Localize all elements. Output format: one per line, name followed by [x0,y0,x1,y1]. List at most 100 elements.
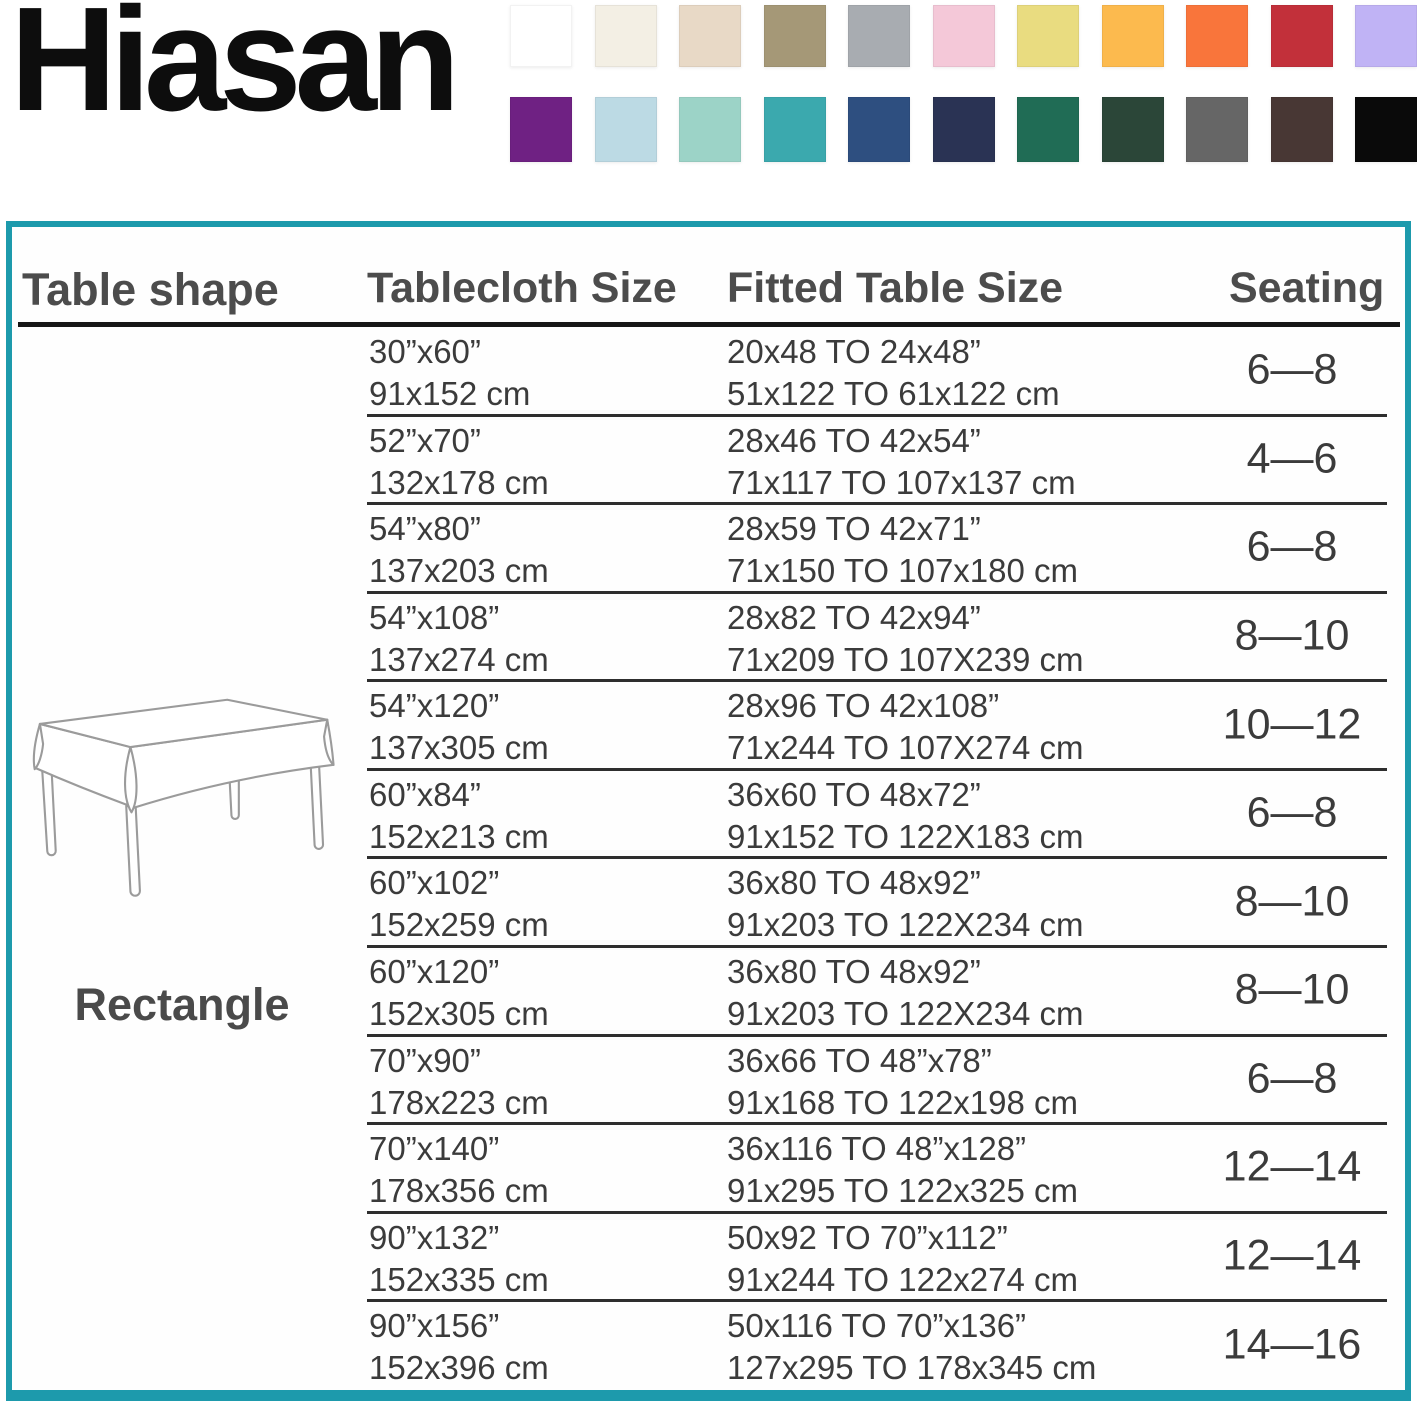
seating-capacity: 6—8 [1246,522,1338,571]
tablecloth-size-inches: 54”x108” [369,598,500,636]
seating-capacity: 8—10 [1234,611,1350,660]
tablecloth-size-cell: 30”x60” 91x152 cm [369,331,719,415]
fitted-table-size-cell: 28x96 TO 42x108” 71x244 TO 107X274 cm [727,685,1167,769]
fitted-table-size-cell: 50x92 TO 70”x112” 91x244 TO 122x274 cm [727,1217,1167,1301]
tablecloth-size-cm: 137x203 cm [369,552,549,590]
fitted-size-inches: 36x60 TO 48x72” [727,775,981,813]
fitted-size-cm: 127x295 TO 178x345 cm [727,1349,1097,1387]
table-row: 60”x120” 152x305 cm 36x80 TO 48x92” 91x2… [12,947,1405,1037]
fitted-size-inches: 28x96 TO 42x108” [727,687,1000,725]
color-swatch-ivory [594,5,657,67]
color-swatch-orange [1186,5,1248,67]
color-swatch-brown [1270,97,1333,162]
fitted-size-inches: 36x80 TO 48x92” [727,864,981,902]
color-swatch-black [1355,97,1417,162]
fitted-size-cm: 91x152 TO 122X183 cm [727,817,1084,855]
column-header-fitted-table-size: Fitted Table Size [727,264,1064,312]
color-swatch-navy-blue [848,97,910,162]
tablecloth-size-cm: 132x178 cm [369,463,549,501]
fitted-table-size-cell: 36x66 TO 48”x78” 91x168 TO 122x198 cm [727,1040,1167,1124]
tablecloth-size-cell: 52”x70” 132x178 cm [369,420,719,504]
fitted-table-size-cell: 36x116 TO 48”x128” 91x295 TO 122x325 cm [727,1128,1167,1212]
fitted-size-inches: 28x59 TO 42x71” [727,510,981,548]
table-row: 60”x84” 152x213 cm 36x60 TO 48x72” 91x15… [12,770,1405,860]
tablecloth-size-cm: 137x274 cm [369,640,549,678]
fitted-table-size-cell: 36x60 TO 48x72” 91x152 TO 122X183 cm [727,774,1167,858]
fitted-size-inches: 20x48 TO 24x48” [727,333,981,370]
seating-capacity: 14—16 [1222,1320,1362,1369]
color-swatch-red [1270,5,1333,67]
fitted-size-cm: 71x150 TO 107x180 cm [727,552,1079,590]
color-swatch-pink [932,5,995,67]
color-swatch-white [510,5,572,67]
color-swatch-khaki [763,5,826,67]
column-header-seating: Seating [1229,264,1385,312]
tablecloth-size-cm: 152x396 cm [369,1349,549,1387]
seating-capacity: 10—12 [1222,700,1362,749]
tablecloth-size-cell: 60”x102” 152x259 cm [369,862,719,946]
seating-capacity: 12—14 [1222,1143,1362,1192]
table-row: 52”x70” 132x178 cm 28x46 TO 42x54” 71x11… [12,416,1405,505]
tablecloth-size-inches: 60”x102” [369,864,500,902]
fitted-table-size-cell: 28x82 TO 42x94” 71x209 TO 107X239 cm [727,597,1167,681]
color-swatch-dark-green [1101,97,1164,162]
swatch-row-bottom [510,97,1417,162]
fitted-size-cm: 91x295 TO 122x325 cm [727,1172,1079,1210]
column-header-table-shape: Table shape [22,264,279,315]
swatch-row-top [510,5,1417,67]
tablecloth-size-cell: 90”x156” 152x396 cm [369,1305,719,1389]
fitted-size-cm: 71x244 TO 107X274 cm [727,729,1084,767]
seating-capacity: 8—10 [1234,965,1350,1014]
fitted-table-size-cell: 50x116 TO 70”x136” 127x295 TO 178x345 cm [727,1305,1167,1389]
fitted-table-size-cell: 36x80 TO 48x92” 91x203 TO 122X234 cm [727,951,1167,1035]
tablecloth-size-cm: 178x356 cm [369,1172,549,1210]
color-swatch-yellow [1017,5,1079,67]
fitted-size-cm: 91x168 TO 122x198 cm [727,1083,1079,1121]
seating-capacity: 6—8 [1246,1054,1338,1103]
tablecloth-size-cell: 54”x80” 137x203 cm [369,508,719,592]
color-swatch-grid [510,0,1417,170]
seating-capacity: 8—10 [1234,877,1350,926]
tablecloth-size-cm: 152x213 cm [369,817,549,855]
seating-capacity: 6—8 [1246,345,1338,394]
tablecloth-size-cm: 152x259 cm [369,906,549,944]
header-divider [18,322,1400,327]
seating-capacity: 6—8 [1246,788,1338,837]
tablecloth-size-cell: 60”x120” 152x305 cm [369,951,719,1035]
size-rows: 30”x60” 91x152 cm 20x48 TO 24x48” 51x122… [12,327,1405,1390]
fitted-size-inches: 36x66 TO 48”x78” [727,1041,992,1079]
fitted-size-cm: 51x122 TO 61x122 cm [727,375,1060,412]
fitted-table-size-cell: 28x59 TO 42x71” 71x150 TO 107x180 cm [727,508,1167,592]
table-row: 60”x102” 152x259 cm 36x80 TO 48x92” 91x2… [12,858,1405,948]
color-swatch-dark-grey [1186,97,1248,162]
tablecloth-size-inches: 54”x80” [369,510,481,548]
fitted-table-size-cell: 36x80 TO 48x92” 91x203 TO 122X234 cm [727,862,1167,946]
fitted-size-inches: 50x116 TO 70”x136” [727,1307,1027,1345]
fitted-size-cm: 91x203 TO 122X234 cm [727,995,1084,1033]
tablecloth-size-cell: 54”x120” 137x305 cm [369,685,719,769]
color-swatch-green [1017,97,1079,162]
color-swatch-teal [763,97,826,162]
table-shape-label: Rectangle [74,979,290,1030]
table-row: 90”x132” 152x335 cm 50x92 TO 70”x112” 91… [12,1213,1405,1302]
tablecloth-size-inches: 30”x60” [369,333,481,370]
tablecloth-size-cm: 152x335 cm [369,1260,549,1298]
table-row: 54”x80” 137x203 cm 28x59 TO 42x71” 71x15… [12,504,1405,594]
tablecloth-size-inches: 54”x120” [369,687,500,725]
brand-logo: Hiasan [10,0,460,142]
color-swatch-dark-navy [932,97,995,162]
tablecloth-size-cell: 70”x140” 178x356 cm [369,1128,719,1212]
tablecloth-size-cm: 178x223 cm [369,1083,549,1121]
fitted-size-inches: 36x80 TO 48x92” [727,953,981,991]
rectangle-table-icon [32,698,335,897]
fitted-size-inches: 28x82 TO 42x94” [727,598,981,636]
seating-capacity: 4—6 [1246,434,1338,483]
tablecloth-size-cm: 91x152 cm [369,375,531,412]
seating-capacity: 12—14 [1222,1231,1362,1280]
tablecloth-size-cm: 137x305 cm [369,729,549,767]
table-row: 54”x120” 137x305 cm 28x96 TO 42x108” 71x… [12,681,1405,771]
color-swatch-aqua [679,97,741,162]
color-swatch-purple [510,97,572,162]
tablecloth-size-inches: 70”x140” [369,1130,500,1168]
